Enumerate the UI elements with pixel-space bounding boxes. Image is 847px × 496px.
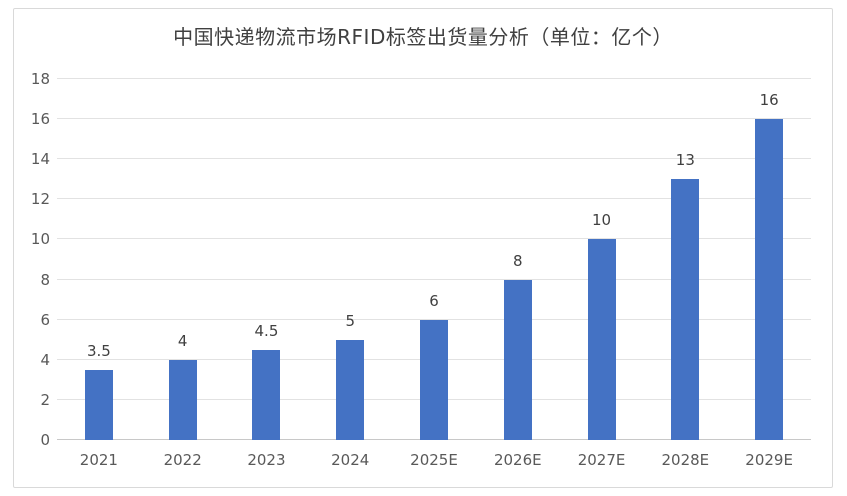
bar-2023 [252, 349, 281, 440]
y-axis-tick-label: 10 [30, 230, 50, 249]
y-axis-tick-label: 12 [30, 190, 50, 209]
gridline [57, 198, 811, 200]
gridline [57, 158, 811, 160]
bar-value-label: 4.5 [254, 321, 279, 340]
gridline [57, 118, 811, 120]
gridline [57, 278, 811, 280]
y-axis-tick-label: 16 [30, 110, 50, 129]
y-axis-tick-label: 2 [40, 390, 50, 409]
x-axis-tick-label: 2021 [79, 451, 118, 469]
bar-2027E [587, 239, 616, 440]
y-axis-tick-label: 0 [40, 431, 50, 449]
bar-2028E [671, 179, 700, 440]
bar-2024 [336, 339, 365, 440]
bar-value-label: 6 [429, 291, 439, 310]
gridline [57, 78, 811, 79]
x-axis-tick-label: 2027E [577, 451, 626, 469]
chart-title: 中国快递物流市场RFID标签出货量分析（单位：亿个） [173, 25, 673, 49]
x-axis-tick-label: 2024 [331, 451, 370, 469]
bar-value-label: 10 [592, 211, 612, 230]
gridline [57, 318, 811, 320]
y-axis-tick-label: 8 [40, 270, 50, 289]
bar-2029E [755, 119, 784, 440]
y-axis-tick-label: 14 [30, 150, 50, 169]
bar-2025E [420, 319, 448, 440]
y-axis-tick-label: 18 [30, 70, 50, 88]
chart-frame: 中国快递物流市场RFID标签出货量分析（单位：亿个） 0 2 4 6 8 10 12 14 16… [13, 8, 833, 488]
bar-2026E [503, 279, 532, 440]
x-axis-tick-label: 2026E [493, 451, 542, 469]
bar-value-label: 13 [675, 151, 695, 170]
bar-value-label: 8 [512, 251, 523, 270]
bar-value-label: 4 [177, 331, 188, 350]
bar-value-label: 5 [345, 311, 355, 330]
x-axis-tick-label: 2029E [745, 451, 793, 469]
x-axis-tick-label: 2023 [247, 451, 286, 469]
bar-2022 [168, 359, 197, 440]
x-axis-tick-label: 2025E [410, 451, 458, 469]
gridline [57, 238, 811, 240]
bar-value-label: 3.5 [86, 341, 111, 360]
y-axis-tick-label: 6 [40, 310, 50, 329]
plot-area: 0 2 4 6 8 10 12 14 16 18 3.5 2021 4 2022 4.5 2023 5 2024 6… [31, 70, 811, 469]
bar-value-label: 16 [759, 91, 779, 110]
x-axis-tick-label: 2028E [661, 451, 710, 469]
y-axis-tick-label: 4 [40, 350, 50, 369]
bar-2021 [84, 369, 113, 440]
x-axis-tick-label: 2022 [163, 451, 202, 469]
